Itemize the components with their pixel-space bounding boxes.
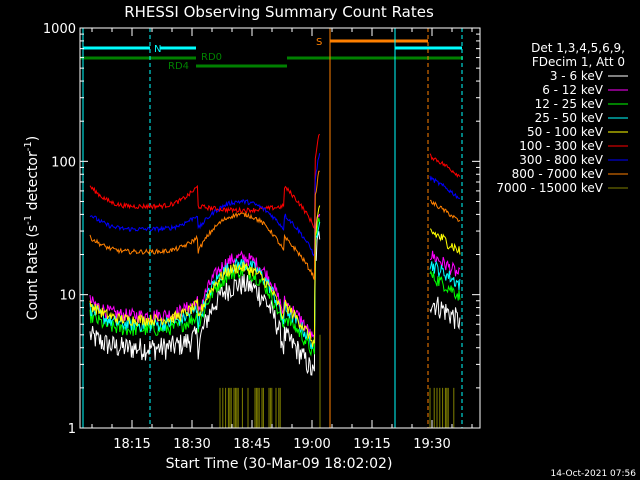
- x-tick-label: 19:15: [353, 437, 390, 452]
- series-line: [429, 296, 461, 330]
- legend-label: 25 - 50 keV: [535, 111, 604, 125]
- series-line: [89, 205, 321, 347]
- x-tick-label: 19:00: [293, 437, 330, 452]
- annotation-s: S: [316, 37, 322, 48]
- series-line: [89, 153, 321, 257]
- series-line: [430, 199, 461, 222]
- legend-label: 12 - 25 keV: [535, 97, 604, 111]
- y-tick-label: 1000: [43, 22, 76, 37]
- series-line: [89, 222, 321, 349]
- legend-header: FDecim 1, Att 0: [532, 55, 625, 69]
- x-tick-label: 18:45: [233, 437, 270, 452]
- series-4: [89, 205, 461, 347]
- series-line: [429, 175, 461, 200]
- legend-label: 300 - 800 keV: [519, 153, 603, 167]
- chart-title: RHESSI Observing Summary Count Rates: [124, 3, 434, 21]
- series-line: [429, 153, 461, 179]
- series-line: [429, 228, 461, 255]
- timestamp: 14-Oct-2021 07:56: [551, 469, 637, 479]
- series-7: [89, 170, 461, 281]
- annotation-rd4: RD4: [168, 61, 189, 72]
- x-axis-label: Start Time (30-Mar-09 18:02:02): [166, 456, 393, 472]
- legend-label: 800 - 7000 keV: [512, 167, 604, 181]
- series-line: [429, 260, 461, 291]
- annotation-rd0: RD0: [201, 52, 222, 63]
- series-3: [89, 222, 461, 349]
- series-6: [89, 153, 461, 257]
- series-line: [89, 170, 320, 281]
- x-tick-label: 19:30: [413, 437, 450, 452]
- y-axis-label: Count Rate (s-1 detector-1): [23, 136, 41, 320]
- legend-label: 6 - 12 keV: [542, 83, 604, 97]
- legend-header: Det 1,3,4,5,6,9,: [531, 41, 625, 55]
- x-tick-label: 18:30: [173, 437, 210, 452]
- series-8: [219, 334, 455, 428]
- y-tick-label: 10: [59, 289, 76, 304]
- series-line: [89, 133, 321, 230]
- annotation-n: N: [154, 44, 161, 55]
- y-tick-label: 1: [68, 422, 76, 437]
- series-line: [89, 231, 321, 376]
- plot-frame: [79, 27, 481, 429]
- legend-label: 50 - 100 keV: [527, 125, 604, 139]
- legend-label: 100 - 300 keV: [519, 139, 603, 153]
- series-0: [89, 231, 461, 376]
- series-line: [429, 269, 461, 301]
- legend-label: 7000 - 15000 keV: [496, 181, 603, 195]
- series-line: [429, 250, 461, 277]
- y-tick-label: 100: [51, 155, 76, 170]
- series-5: [89, 133, 461, 230]
- x-tick-label: 18:15: [113, 437, 150, 452]
- legend-label: 3 - 6 keV: [550, 69, 604, 83]
